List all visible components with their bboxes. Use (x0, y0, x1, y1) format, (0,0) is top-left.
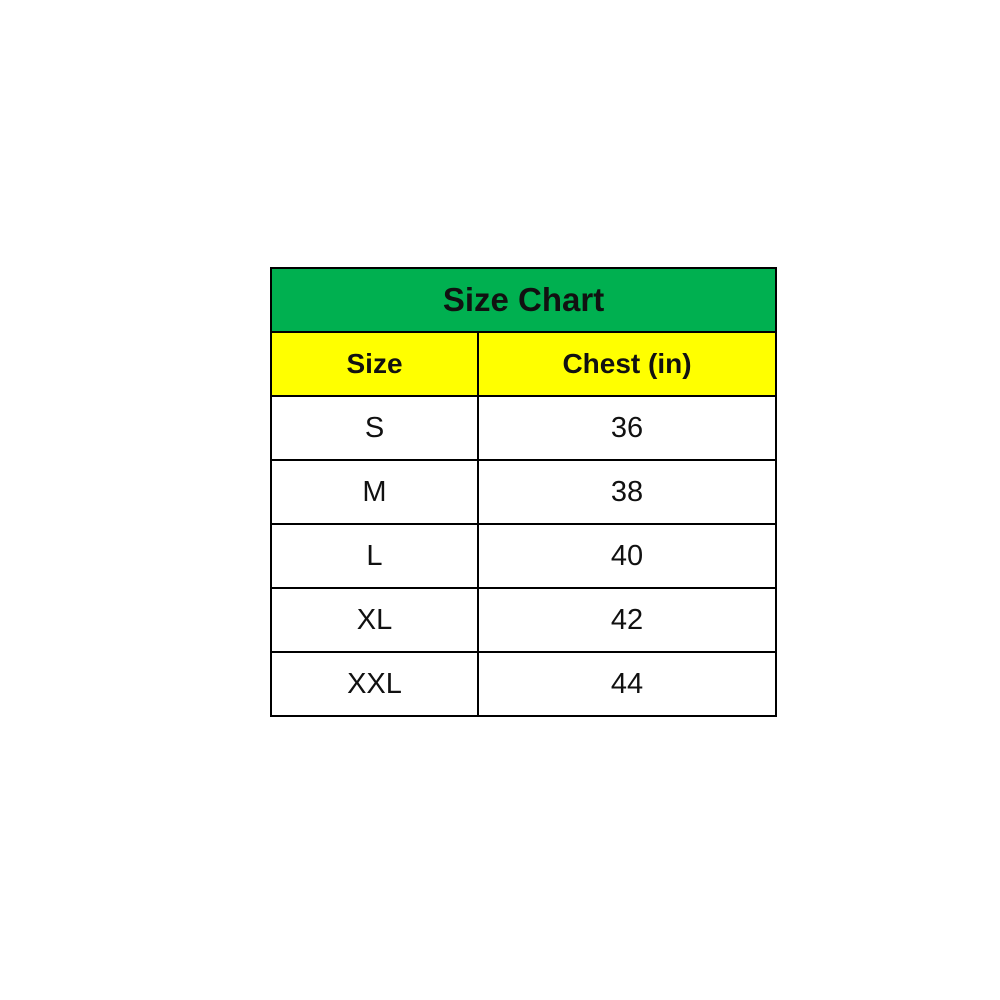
size-cell: L (270, 523, 479, 589)
size-cell: XXL (270, 651, 479, 717)
column-header-chest: Chest (in) (477, 331, 777, 397)
chest-cell: 38 (477, 459, 777, 525)
size-cell: XL (270, 587, 479, 653)
chest-cell: 42 (477, 587, 777, 653)
chest-cell: 40 (477, 523, 777, 589)
table-row: XL 42 (270, 587, 777, 653)
size-chart-table: Size Chart Size Chest (in) S 36 M 38 L 4… (270, 267, 777, 717)
table-title: Size Chart (270, 267, 777, 333)
table-row: S 36 (270, 395, 777, 461)
table-row: XXL 44 (270, 651, 777, 717)
title-row: Size Chart (270, 267, 777, 333)
size-cell: M (270, 459, 479, 525)
chest-cell: 36 (477, 395, 777, 461)
table-row: L 40 (270, 523, 777, 589)
header-row: Size Chest (in) (270, 331, 777, 397)
size-cell: S (270, 395, 479, 461)
table-row: M 38 (270, 459, 777, 525)
chest-cell: 44 (477, 651, 777, 717)
column-header-size: Size (270, 331, 479, 397)
